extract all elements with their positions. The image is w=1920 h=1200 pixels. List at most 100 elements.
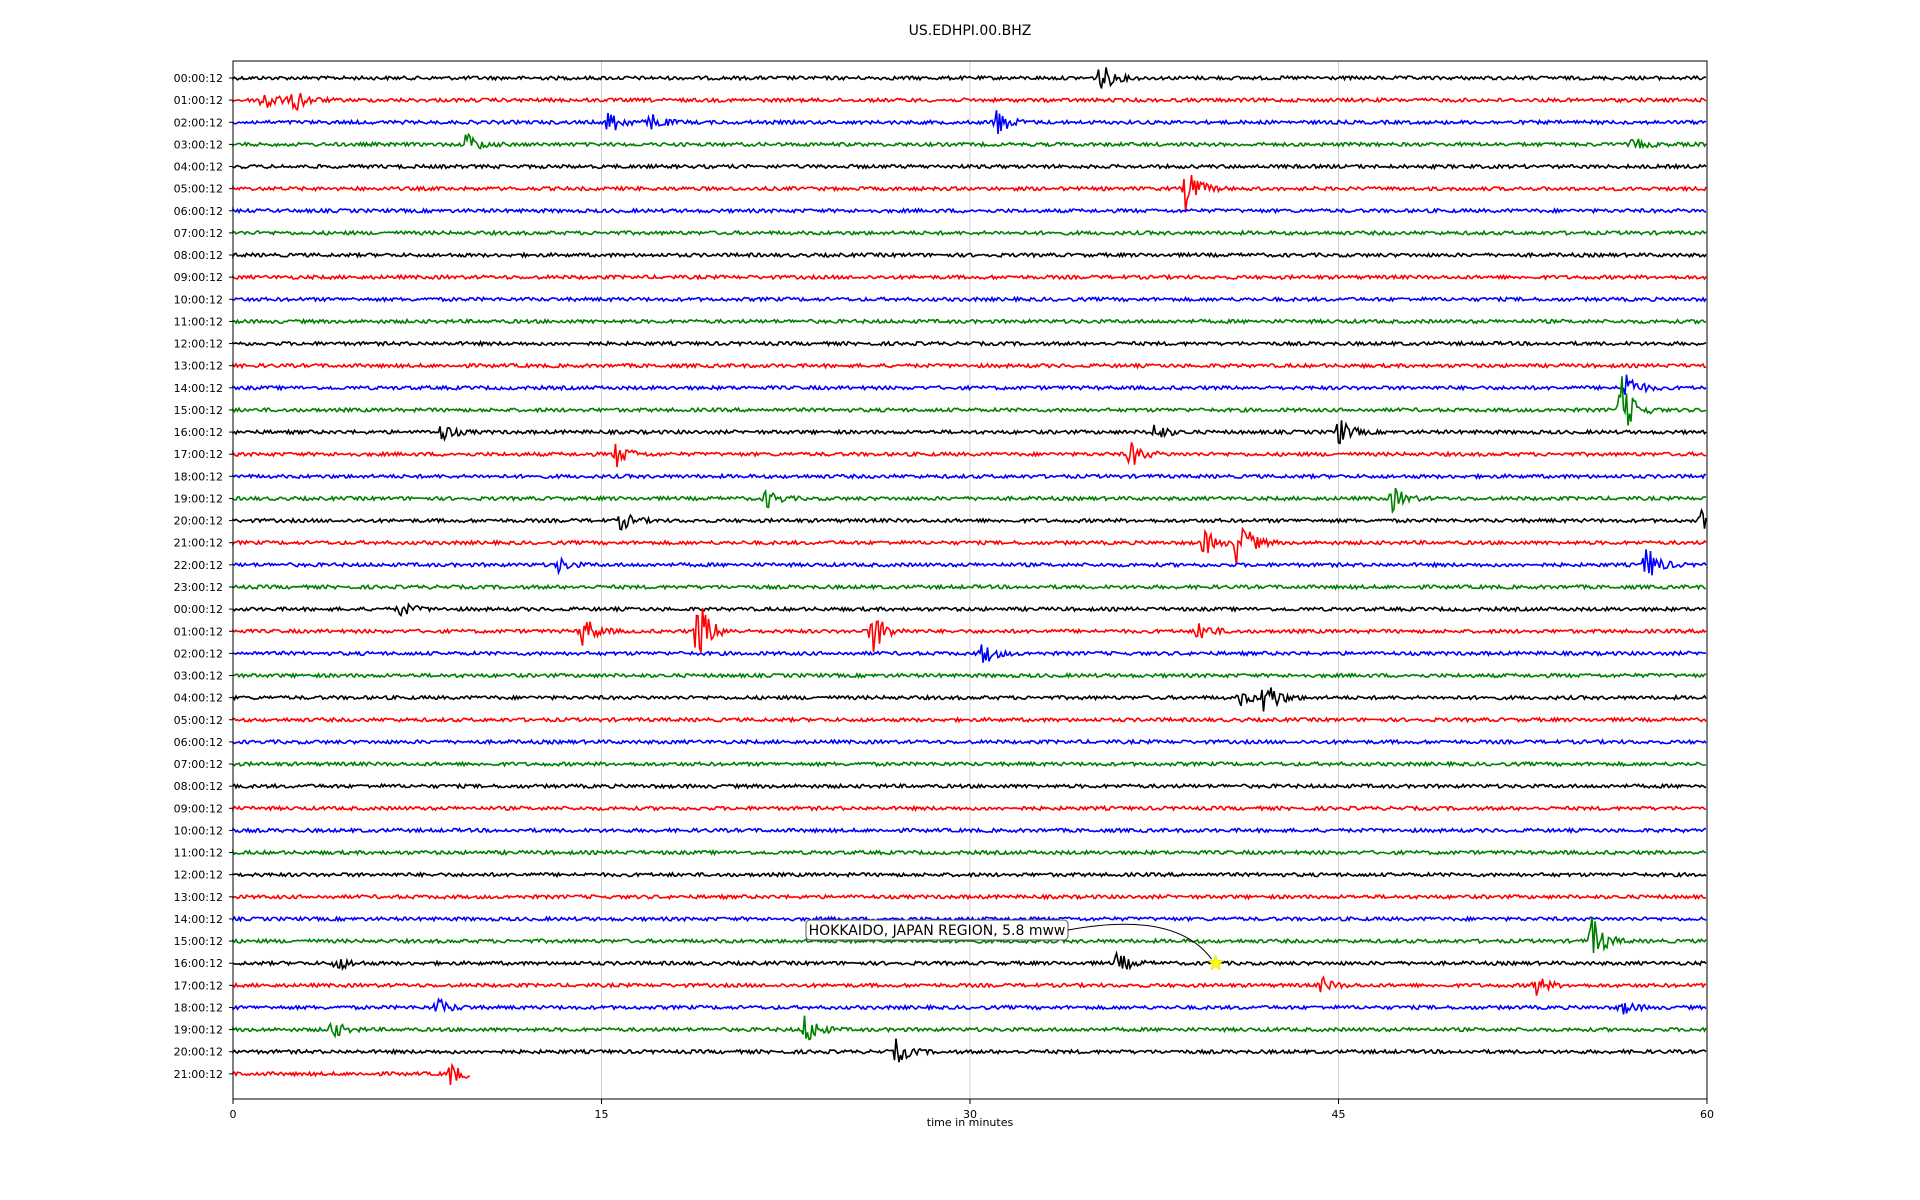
trace-row-22 (232, 549, 1707, 576)
trace-row-27 (232, 671, 1707, 680)
trace-row-2 (232, 110, 1707, 134)
x-tick-label: 45 (1332, 1108, 1346, 1121)
row-time-label: 17:00:12 (174, 448, 223, 461)
trace-row-32 (232, 782, 1707, 790)
row-time-label: 16:00:12 (174, 426, 223, 439)
trace-row-0 (232, 67, 1707, 89)
row-time-label: 06:00:12 (174, 205, 223, 218)
trace-row-29 (232, 716, 1707, 724)
row-time-label: 03:00:12 (174, 138, 223, 151)
event-annotation: HOKKAIDO, JAPAN REGION, 5.8 mww (805, 919, 1224, 971)
row-time-label: 17:00:12 (174, 979, 223, 992)
row-time-label: 22:00:12 (174, 559, 223, 572)
trace-row-41 (232, 975, 1707, 996)
event-star-marker (1207, 954, 1224, 971)
row-time-label: 06:00:12 (174, 736, 223, 749)
trace-row-12 (232, 339, 1707, 348)
trace-row-4 (232, 162, 1707, 171)
trace-row-35 (232, 848, 1707, 857)
row-time-label: 09:00:12 (174, 802, 223, 815)
trace-row-8 (232, 251, 1707, 259)
trace-row-43 (232, 1015, 1707, 1041)
row-time-label: 05:00:12 (174, 714, 223, 727)
row-time-label: 00:00:12 (174, 72, 223, 85)
x-axis-label: time in minutes (927, 1116, 1014, 1129)
trace-row-44 (232, 1038, 1707, 1063)
trace-row-28 (232, 687, 1707, 712)
trace-row-33 (232, 804, 1707, 813)
row-time-label: 19:00:12 (174, 1024, 223, 1037)
chart-title: US.EDHPI.00.BHZ (909, 23, 1032, 39)
row-time-label: 20:00:12 (174, 515, 223, 528)
trace-row-17 (232, 442, 1707, 468)
row-time-label: 15:00:12 (174, 935, 223, 948)
row-time-label: 04:00:12 (174, 161, 223, 174)
row-time-label: 15:00:12 (174, 404, 223, 417)
row-time-label: 01:00:12 (174, 94, 223, 107)
grid-lines (601, 61, 1339, 1099)
x-tick-label: 0 (230, 1108, 237, 1121)
trace-row-21 (232, 526, 1707, 565)
row-time-label: 09:00:12 (174, 271, 223, 284)
row-time-label: 19:00:12 (174, 492, 223, 505)
annotation-arrow (1067, 923, 1213, 960)
trace-row-26 (232, 644, 1707, 663)
trace-row-9 (232, 273, 1707, 281)
row-time-label: 11:00:12 (174, 847, 223, 860)
trace-row-15 (232, 376, 1707, 426)
trace-row-39 (232, 916, 1707, 953)
trace-row-10 (232, 295, 1707, 304)
row-time-label: 20:00:12 (174, 1046, 223, 1059)
x-tick-label: 15 (595, 1108, 609, 1121)
row-time-label: 01:00:12 (174, 625, 223, 638)
trace-row-3 (232, 132, 1707, 150)
row-time-label: 13:00:12 (174, 360, 223, 373)
row-time-label: 21:00:12 (174, 537, 223, 550)
trace-row-24 (232, 602, 1707, 617)
trace-row-45 (232, 1062, 471, 1085)
trace-row-36 (232, 871, 1707, 879)
row-time-label: 23:00:12 (174, 581, 223, 594)
row-time-label: 05:00:12 (174, 183, 223, 196)
row-time-label: 04:00:12 (174, 692, 223, 705)
row-time-label: 12:00:12 (174, 869, 223, 882)
trace-row-14 (232, 374, 1707, 395)
trace-row-30 (232, 738, 1707, 746)
trace-row-23 (232, 583, 1706, 591)
row-time-label: 07:00:12 (174, 758, 223, 771)
trace-row-7 (232, 229, 1707, 237)
trace-row-34 (232, 826, 1706, 835)
row-time-label: 10:00:12 (174, 293, 223, 306)
trace-row-42 (232, 997, 1707, 1015)
trace-row-1 (232, 92, 1707, 112)
row-time-label: 12:00:12 (174, 338, 223, 351)
trace-row-16 (232, 420, 1707, 445)
trace-row-31 (232, 760, 1707, 768)
row-time-label: 02:00:12 (174, 647, 223, 660)
x-tick-label: 60 (1700, 1108, 1714, 1121)
row-time-label: 13:00:12 (174, 891, 223, 904)
row-time-label: 18:00:12 (174, 470, 223, 483)
row-time-label: 21:00:12 (174, 1068, 223, 1081)
trace-row-11 (232, 317, 1707, 326)
row-time-label: 08:00:12 (174, 249, 223, 262)
x-axis: 0 15 30 45 60 (230, 1099, 1714, 1121)
row-time-label: 11:00:12 (174, 315, 223, 328)
trace-row-13 (232, 362, 1707, 370)
row-time-label: 03:00:12 (174, 670, 223, 683)
trace-rows (232, 67, 1707, 1085)
trace-row-18 (232, 472, 1706, 480)
trace-row-20 (232, 507, 1707, 531)
x-tick-label: 30 (963, 1108, 977, 1121)
trace-row-37 (232, 893, 1707, 901)
trace-row-6 (232, 207, 1707, 215)
row-time-label: 18:00:12 (174, 1001, 223, 1014)
trace-row-40 (232, 950, 1707, 972)
trace-row-5 (232, 174, 1707, 211)
row-time-label: 00:00:12 (174, 603, 223, 616)
row-time-label: 14:00:12 (174, 382, 223, 395)
trace-row-25 (232, 607, 1707, 653)
row-time-label: 02:00:12 (174, 116, 223, 129)
trace-row-19 (232, 487, 1707, 515)
